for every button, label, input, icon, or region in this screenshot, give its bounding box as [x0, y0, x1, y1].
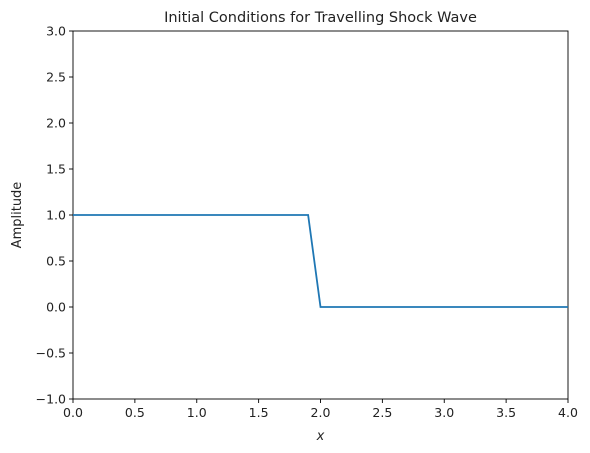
x-tick-label: 1.5 — [249, 405, 269, 420]
x-tick-label: 3.5 — [496, 405, 516, 420]
chart-title: Initial Conditions for Travelling Shock … — [164, 10, 477, 26]
y-tick-label: −0.5 — [36, 346, 66, 361]
y-tick-label: 2.5 — [46, 70, 66, 85]
series-layer — [73, 214, 568, 308]
y-tick-label: 1.0 — [46, 208, 66, 223]
y-tick-label: 2.0 — [46, 116, 66, 131]
y-tick-label: 1.5 — [46, 162, 66, 177]
y-axis-ticks: −1.0 −0.5 0.0 0.5 1.0 1.5 2.0 2.5 3.0 — [36, 24, 73, 407]
y-tick-label: 0.5 — [46, 254, 66, 269]
plot-area — [72, 30, 569, 400]
x-tick-label: 4.0 — [558, 405, 578, 420]
series-line — [73, 214, 568, 308]
x-tick-label: 0.5 — [125, 405, 145, 420]
y-axis-label: Amplitude — [10, 182, 25, 249]
y-tick-label: −1.0 — [36, 392, 66, 407]
x-tick-label: 0.0 — [63, 405, 83, 420]
x-tick-label: 1.0 — [187, 405, 207, 420]
x-tick-label: 2.0 — [311, 405, 331, 420]
y-tick-label: 0.0 — [46, 300, 66, 315]
x-axis-label: x — [316, 429, 325, 444]
x-tick-label: 2.5 — [372, 405, 392, 420]
x-tick-label: 3.0 — [434, 405, 454, 420]
y-tick-label: 3.0 — [46, 24, 66, 39]
x-axis-ticks: 0.0 0.5 1.0 1.5 2.0 2.5 3.0 3.5 4.0 — [63, 399, 578, 420]
